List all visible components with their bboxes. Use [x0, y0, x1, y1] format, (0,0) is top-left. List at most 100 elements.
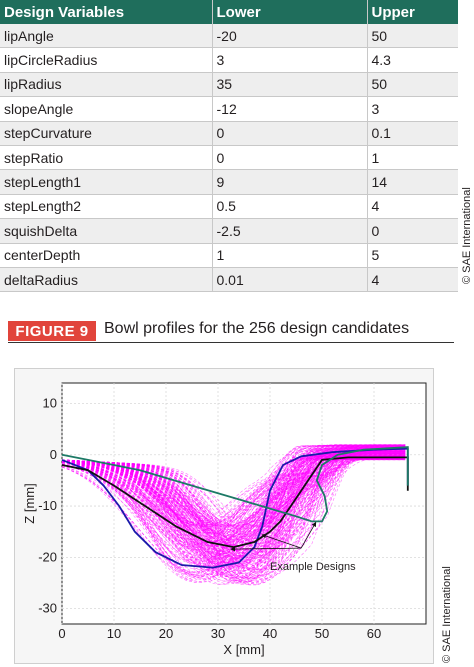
- candidate-profile-line: [61, 449, 406, 579]
- upper-value: 5: [367, 243, 458, 268]
- y-tick-label: 10: [43, 396, 57, 411]
- upper-value: 3: [367, 96, 458, 122]
- candidate-profile-line: [61, 450, 406, 550]
- x-tick-label: 50: [315, 626, 329, 641]
- x-tick-label: 20: [159, 626, 173, 641]
- upper-value: 0.1: [367, 121, 458, 146]
- y-axis-label: Z [mm]: [22, 483, 37, 523]
- y-tick-label: 0: [50, 447, 57, 462]
- candidate-profile-line: [61, 445, 406, 566]
- variable-name: slopeAngle: [0, 96, 213, 122]
- candidate-profile-line: [61, 449, 406, 559]
- x-tick-label: 40: [263, 626, 277, 641]
- variable-name: centerDepth: [0, 243, 213, 268]
- table-row: squishDelta -2.5 0: [0, 218, 458, 244]
- x-tick-label: 0: [58, 626, 65, 641]
- candidate-profile-line: [61, 456, 406, 573]
- candidate-profile-line: [61, 448, 406, 579]
- lower-value: 0: [212, 145, 368, 171]
- variable-name: squishDelta: [0, 218, 213, 244]
- variable-name: stepCurvature: [0, 121, 213, 146]
- lower-value: 0: [212, 121, 368, 146]
- candidate-profiles: [61, 444, 406, 586]
- lower-value: 3: [212, 47, 368, 73]
- candidate-profile-line: [61, 444, 406, 548]
- candidate-profile-line: [61, 457, 406, 527]
- candidate-profile-line: [61, 456, 406, 569]
- x-tick-label: 10: [107, 626, 121, 641]
- upper-value: 50: [367, 72, 458, 98]
- table-row: lipAngle -20 50: [0, 24, 458, 49]
- y-tick-label: -20: [38, 549, 57, 564]
- upper-value: 14: [367, 169, 458, 195]
- table-row: lipCircleRadius 3 4.3: [0, 47, 458, 73]
- copyright-credit-figure: © SAE International: [441, 566, 453, 663]
- annotation-arrow: [261, 533, 302, 549]
- example-design-line: [61, 447, 409, 569]
- variable-name: lipCircleRadius: [0, 47, 213, 73]
- candidate-profile-line: [61, 453, 406, 540]
- candidate-profile-line: [61, 447, 406, 548]
- candidate-profile-line: [61, 445, 406, 560]
- candidate-profile-line: [61, 444, 406, 580]
- candidate-profile-line: [61, 446, 406, 560]
- y-tick-label: -10: [38, 498, 57, 513]
- upper-value: 4: [367, 267, 458, 293]
- candidate-profile-line: [61, 445, 406, 577]
- candidate-profile-line: [61, 445, 406, 583]
- lower-value: 35: [212, 72, 368, 98]
- candidate-profile-line: [61, 453, 406, 547]
- variable-name: lipAngle: [0, 24, 213, 49]
- upper-value: 4: [367, 194, 458, 220]
- table-row: stepCurvature 0 0.1: [0, 121, 458, 146]
- upper-value: 4.3: [367, 47, 458, 73]
- annotation-arrows: [230, 521, 317, 552]
- lower-value: 1: [212, 243, 368, 268]
- y-tick-label: -30: [38, 601, 57, 616]
- candidate-profile-line: [61, 456, 406, 560]
- lower-value: 0.5: [212, 194, 368, 220]
- header-lower: Lower: [212, 0, 368, 24]
- candidate-profile-line: [61, 455, 406, 542]
- lower-value: 9: [212, 169, 368, 195]
- x-tick-label: 30: [211, 626, 225, 641]
- figure-label: FIGURE 9: [8, 321, 96, 341]
- x-tick-label: 60: [367, 626, 381, 641]
- candidate-profile-line: [61, 444, 406, 586]
- variable-name: stepLength1: [0, 169, 213, 195]
- candidate-profile-line: [61, 458, 406, 579]
- table-row: centerDepth 1 5: [0, 243, 458, 268]
- variable-name: stepLength2: [0, 194, 213, 220]
- annotation-arrow: [230, 546, 302, 552]
- header-design-variables: Design Variables: [0, 0, 213, 24]
- candidate-profile-line: [61, 455, 406, 532]
- example-design-profiles: [61, 446, 409, 569]
- upper-value: 1: [367, 145, 458, 171]
- header-upper: Upper: [367, 0, 458, 24]
- lower-value: -12: [212, 96, 368, 122]
- table-row: stepLength2 0.5 4: [0, 194, 458, 220]
- candidate-profile-line: [61, 444, 406, 577]
- variable-name: lipRadius: [0, 72, 213, 98]
- upper-value: 0: [367, 218, 458, 244]
- caption-rule: [8, 342, 454, 343]
- candidate-profile-line: [61, 448, 406, 584]
- variable-name: stepRatio: [0, 145, 213, 171]
- example-design-line: [61, 446, 409, 523]
- candidate-profile-line: [61, 452, 406, 558]
- lower-value: -20: [212, 24, 368, 49]
- candidate-profile-line: [61, 453, 406, 565]
- annotation-arrow: [300, 521, 317, 549]
- table-row: lipRadius 35 50: [0, 72, 458, 98]
- variable-name: deltaRadius: [0, 267, 213, 293]
- table-header-row: Design Variables Lower Upper: [0, 0, 458, 24]
- table-row: stepRatio 0 1: [0, 145, 458, 171]
- axis-ticks: 0 10 20 30 40 50 60 10 0 -10 -20 -30: [38, 396, 381, 641]
- figure-caption: Bowl profiles for the 256 design candida…: [104, 320, 410, 337]
- candidate-profile-line: [61, 455, 406, 572]
- x-axis-label: X [mm]: [223, 642, 264, 657]
- candidate-profile-line: [61, 458, 406, 526]
- annotation-example-designs: Example Designs: [270, 561, 356, 573]
- candidate-profile-line: [61, 450, 406, 558]
